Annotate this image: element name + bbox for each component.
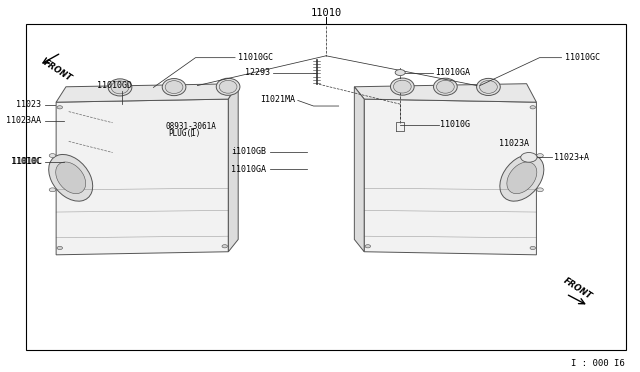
Ellipse shape — [56, 162, 86, 194]
Ellipse shape — [111, 81, 129, 94]
Circle shape — [57, 246, 63, 250]
Text: 11010C: 11010C — [12, 157, 42, 166]
Text: I1021MA: I1021MA — [260, 95, 294, 104]
Text: 11010GD: 11010GD — [97, 81, 132, 90]
Text: 11010GC: 11010GC — [564, 53, 600, 62]
Ellipse shape — [216, 78, 240, 95]
Circle shape — [530, 246, 536, 250]
Text: 11010G: 11010G — [440, 120, 470, 129]
Text: 08931-3061A: 08931-3061A — [166, 122, 217, 131]
Ellipse shape — [162, 78, 186, 96]
Ellipse shape — [390, 78, 414, 95]
Polygon shape — [56, 84, 238, 102]
Text: 11010: 11010 — [310, 8, 342, 18]
Circle shape — [395, 70, 405, 76]
Text: FRONT: FRONT — [561, 276, 593, 301]
Text: I : 000 I6: I : 000 I6 — [570, 359, 624, 368]
Ellipse shape — [165, 81, 183, 93]
Text: 11023A: 11023A — [499, 139, 529, 148]
Circle shape — [49, 154, 56, 157]
Polygon shape — [228, 84, 238, 252]
Ellipse shape — [479, 80, 497, 93]
Polygon shape — [56, 99, 228, 255]
Text: 11010C: 11010C — [11, 157, 41, 166]
Circle shape — [537, 188, 543, 192]
Ellipse shape — [220, 80, 237, 93]
Circle shape — [537, 154, 543, 157]
Text: 11023+A: 11023+A — [554, 153, 589, 162]
Ellipse shape — [108, 79, 132, 96]
Circle shape — [222, 245, 227, 248]
Ellipse shape — [433, 78, 457, 95]
Text: 11010GC: 11010GC — [238, 53, 273, 62]
Text: 11010GA: 11010GA — [232, 165, 266, 174]
Circle shape — [521, 153, 537, 162]
Polygon shape — [355, 87, 364, 252]
Text: 11023: 11023 — [16, 100, 41, 109]
Ellipse shape — [394, 80, 411, 93]
Circle shape — [49, 188, 56, 192]
Text: i1010GB: i1010GB — [232, 147, 266, 156]
Ellipse shape — [507, 162, 537, 194]
Polygon shape — [355, 84, 536, 102]
Circle shape — [365, 245, 371, 248]
Text: FRONT: FRONT — [42, 58, 74, 83]
Text: 11023AA: 11023AA — [6, 116, 41, 125]
Text: I1010GA: I1010GA — [435, 68, 470, 77]
Bar — [26, 24, 626, 350]
Circle shape — [57, 106, 63, 109]
Ellipse shape — [49, 154, 93, 201]
Text: PLUG(1): PLUG(1) — [168, 129, 200, 138]
Polygon shape — [364, 99, 536, 255]
Ellipse shape — [436, 80, 454, 93]
Ellipse shape — [500, 154, 544, 201]
Text: 12293: 12293 — [244, 68, 269, 77]
Circle shape — [530, 106, 536, 109]
Ellipse shape — [477, 78, 500, 96]
